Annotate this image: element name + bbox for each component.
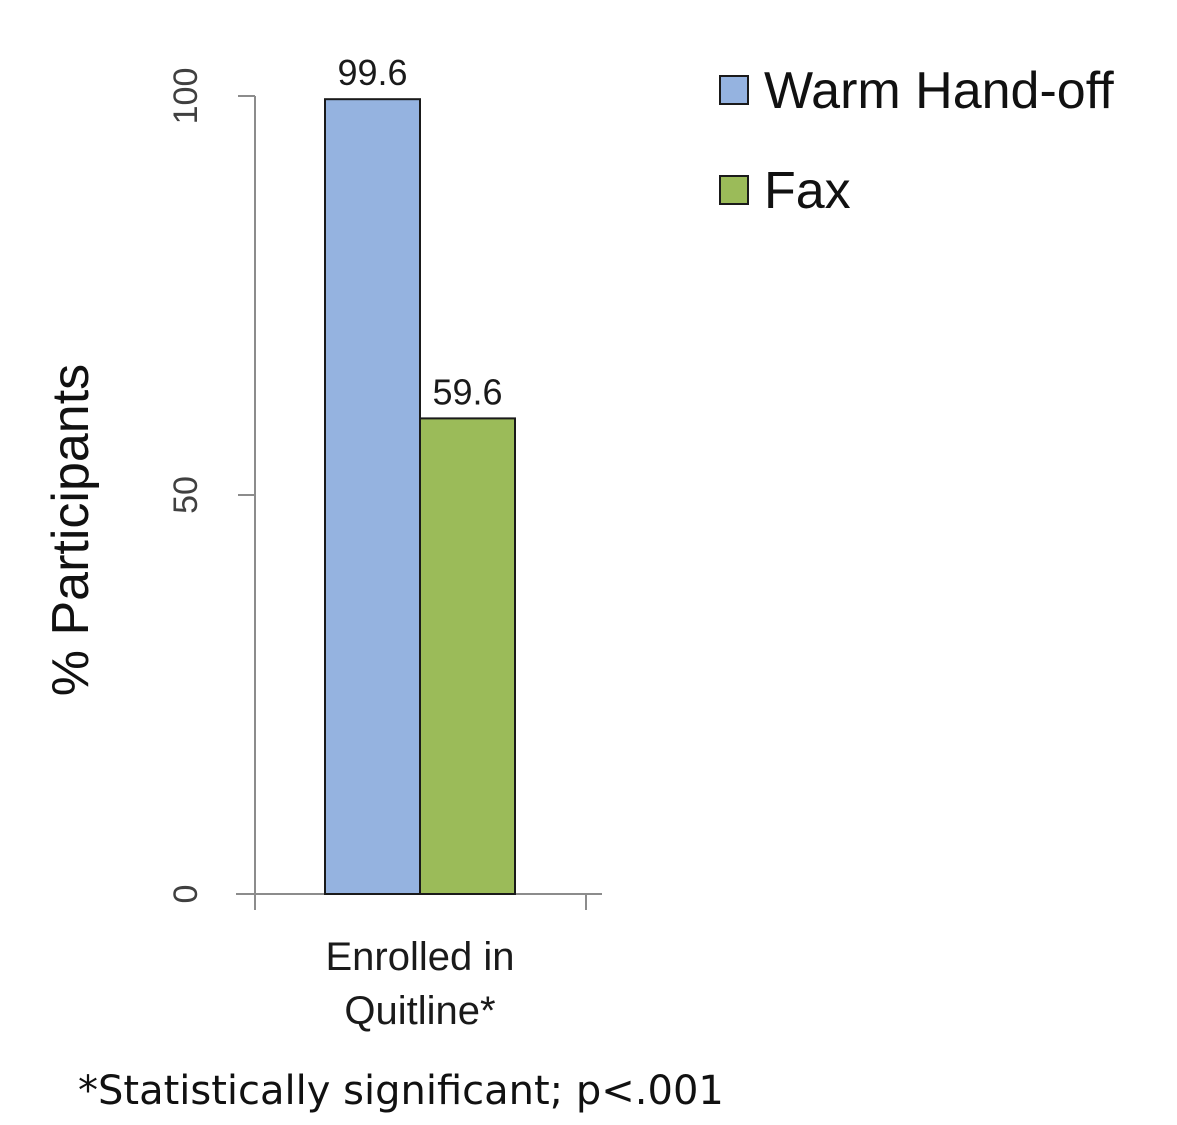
chart-bars	[324, 98, 516, 895]
legend-label: Fax	[764, 162, 851, 220]
significance-footnote: *Statistically significant; p<.001	[78, 1068, 724, 1114]
legend-swatch	[719, 175, 749, 205]
y-tick-label: 50	[167, 476, 205, 514]
chart-legend: Warm Hand-off Fax	[719, 62, 1114, 220]
bar-warm-hand-off	[324, 98, 421, 895]
chart-labels: 0 50 100 % Participants 99.6 59.6 Enrolled in Q…	[42, 52, 515, 1033]
legend-swatch	[719, 75, 749, 105]
bar-fax	[419, 417, 516, 895]
y-tick-label: 100	[167, 68, 205, 125]
x-category-label: Quitline*	[344, 989, 495, 1033]
data-label: 99.6	[337, 52, 407, 93]
x-category-label: Enrolled in	[325, 935, 514, 979]
y-tick-label: 0	[167, 885, 205, 904]
y-axis-title: % Participants	[42, 364, 100, 696]
data-label: 59.6	[432, 371, 502, 412]
legend-label: Warm Hand-off	[764, 62, 1114, 120]
